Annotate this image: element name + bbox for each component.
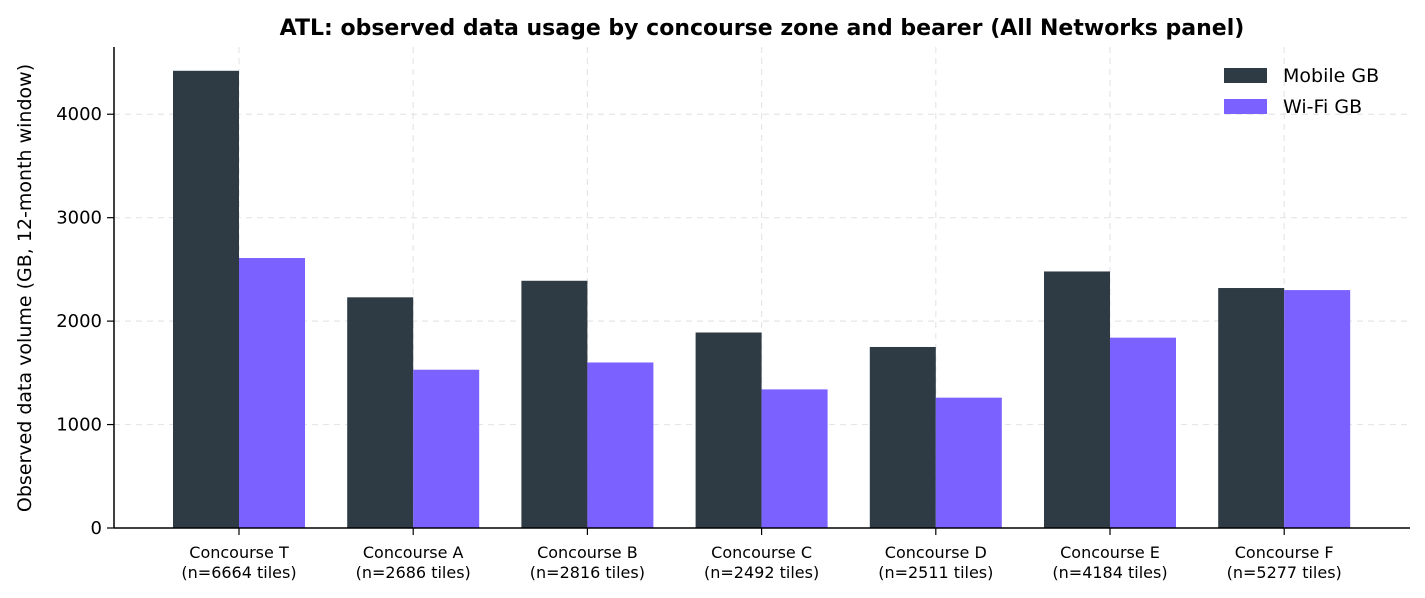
y-tick-label: 3000 [56,208,102,229]
wifi-bar [239,258,305,528]
wifi-bar [1110,337,1176,528]
x-tick-sublabel: (n=5277 tiles) [1227,563,1342,582]
x-tick-sublabel: (n=4184 tiles) [1052,563,1167,582]
wifi-bar [587,362,654,528]
x-tick-sublabel: (n=2816 tiles) [530,563,645,582]
x-tick-sublabel: (n=6664 tiles) [181,563,296,582]
y-tick-label: 1000 [56,415,102,436]
legend-label-mobile: Mobile GB [1283,65,1379,87]
legend-label-wifi: Wi-Fi GB [1283,96,1362,118]
y-tick-label: 2000 [56,311,102,332]
y-tick-label: 0 [91,518,102,539]
y-tick-label: 4000 [56,104,102,125]
mobile-bar [1044,271,1110,528]
mobile-bar [869,346,936,528]
x-tick-label: Concourse T [189,543,289,562]
legend: Mobile GB Wi-Fi GB [1224,65,1379,118]
mobile-bar [173,70,239,529]
legend-swatch-mobile [1224,68,1267,83]
x-tick-label: Concourse B [537,543,638,562]
x-tick-label: Concourse E [1060,543,1160,562]
legend-swatch-wifi [1224,99,1267,114]
y-ticks: 0 1000 2000 3000 4000 [56,104,114,539]
mobile-bar [521,280,588,528]
wifi-bar [1284,290,1351,528]
wifi-bar [413,369,480,528]
wifi-bar [935,397,1002,528]
chart-title: ATL: observed data usage by concourse zo… [280,16,1245,41]
wifi-bar [761,389,828,528]
x-tick-label: Concourse F [1235,543,1334,562]
x-tick-label: Concourse D [885,543,987,562]
mobile-bar [695,332,762,528]
y-axis-label: Observed data volume (GB, 12-month windo… [14,64,36,512]
mobile-bar [347,297,414,528]
bars [173,70,1351,529]
x-tick-sublabel: (n=2686 tiles) [356,563,471,582]
x-ticks: Concourse T(n=6664 tiles)Concourse A(n=2… [181,528,1342,582]
x-tick-label: Concourse C [711,543,812,562]
mobile-bar [1218,288,1285,528]
x-tick-label: Concourse A [363,543,464,562]
x-tick-sublabel: (n=2492 tiles) [704,563,819,582]
x-tick-sublabel: (n=2511 tiles) [878,563,993,582]
